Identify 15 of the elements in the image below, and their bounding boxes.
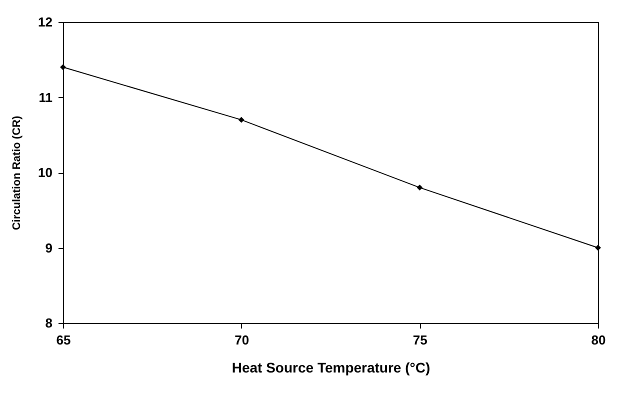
x-axis-title: Heat Source Temperature (°C) [232,360,430,376]
y-tick-label: 10 [38,165,52,180]
x-tick-label: 70 [234,332,250,348]
x-tick-label: 75 [412,332,428,348]
point [60,64,66,70]
y-tick-label: 12 [38,14,52,30]
y-tick-label: 11 [38,90,52,105]
point [416,184,423,191]
x-tick-label: 65 [56,332,71,348]
y-tick-label: 8 [45,316,52,330]
point [595,244,601,251]
y-axis-title: Circulation Ratio (CR) [11,116,24,230]
point [238,116,244,123]
x-tick-label: 80 [591,332,606,348]
y-tick-label: 9 [45,240,52,256]
